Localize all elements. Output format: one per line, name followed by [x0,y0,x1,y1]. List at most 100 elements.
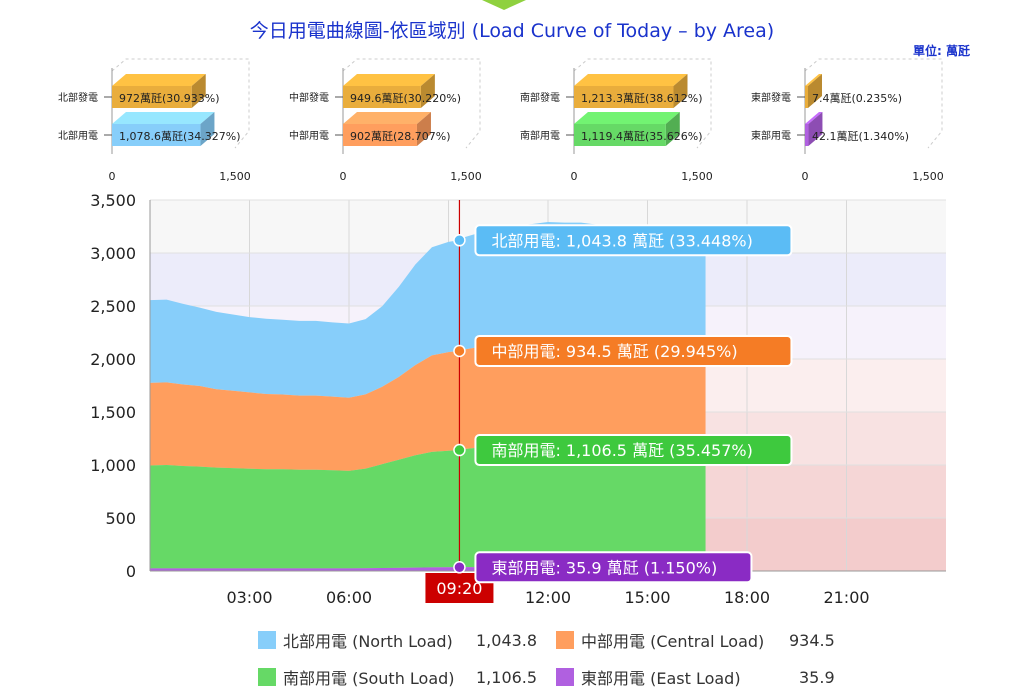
legend-value-central: 934.5 [789,631,835,650]
mini-bar-top [112,74,206,86]
y-tick-label: 0 [126,562,136,581]
mini-bar [574,86,674,108]
area-series-south [150,443,706,569]
tooltip-box-east [474,551,753,584]
cursor-point-north [453,234,466,247]
mini-chart-south: 南部發電 1,213.3萬瓩(38.612%) 南部用電 1,119.4萬瓩(35.6… [520,58,713,183]
mini-category-label: 東部發電 [751,91,791,104]
mini-category-label: 中部發電 [289,91,329,104]
tooltip-text-central: 中部用電: 934.5 萬瓩 (29.945%) [491,342,737,361]
legend-label-central: 中部用電 (Central Load) [581,632,765,651]
legend-label-east: 東部用電 (East Load) [581,669,741,688]
mini-bar [343,86,421,108]
mini-value-label: 902萬瓩(28.707%) [350,130,451,143]
legend-label-south: 南部用電 (South Load) [283,669,455,688]
mini-value-label: 972萬瓩(30.933%) [119,92,220,105]
mini-tick-label: 0 [340,170,347,183]
y-tick-label: 1,500 [90,403,136,422]
legend-item-central[interactable]: 中部用電 (Central Load) [556,629,764,651]
mini-bar-side [808,74,822,108]
cursor-point-east [453,561,466,574]
mini-tick-label: 1,500 [450,170,482,183]
mini-bar-top [343,74,435,86]
x-tick-label: 12:00 [525,588,571,607]
y-tick-label: 2,000 [90,350,136,369]
mini-tick-label: 0 [802,170,809,183]
mini-bar-side [420,74,435,108]
mini-bar [112,124,201,146]
x-tick-label: 15:00 [624,588,670,607]
mini-value-label: 42.1萬瓩(1.340%) [812,130,909,143]
y-tick-label: 2,500 [90,297,136,316]
mini-tick-label: 0 [571,170,578,183]
top-arrow-icon [482,0,526,10]
y-tick-label: 3,500 [90,191,136,210]
tooltip-text-north: 北部用電: 1,043.8 萬瓩 (33.448%) [491,231,752,250]
y-tick-label: 500 [105,509,136,528]
x-tick-label: 18:00 [724,588,770,607]
mini-category-label: 中部用電 [289,129,329,142]
mini-bar [805,86,808,108]
load-area-chart: 0 500 1,000 1,500 2,000 2,500 3,000 3,500 03:00 0… [90,191,946,607]
mini-bar-side [416,112,431,146]
mini-bar-top [805,74,822,86]
legend-label-north: 北部用電 (North Load) [283,632,453,651]
mini-tick-label: 1,500 [912,170,944,183]
mini-frame [111,58,250,149]
tooltip-box-south [474,434,793,467]
mini-chart-east: 東部發電 7.4萬瓩(0.235%) 東部用電 42.1萬瓩(1.340%) 0 1,50… [751,58,944,183]
legend-item-north[interactable]: 北部用電 (North Load) [258,629,453,651]
y-tick-label: 1,000 [90,456,136,475]
x-tick-label: 03:00 [226,588,272,607]
mini-tick-label: 1,500 [681,170,713,183]
mini-bar-top [112,112,215,124]
y-tick-label: 3,000 [90,244,136,263]
legend-item-south[interactable]: 南部用電 (South Load) [258,666,455,688]
mini-tick-label: 1,500 [219,170,251,183]
mini-frame [573,58,712,149]
mini-value-label: 949.6萬瓩(30.220%) [350,92,461,105]
mini-value-label: 1,119.4萬瓩(35.626%) [581,130,703,143]
legend-value-east: 35.9 [799,668,835,687]
tooltip-text-south: 南部用電: 1,106.5 萬瓩 (35.457%) [491,441,752,460]
mini-bar [574,124,666,146]
cursor-time-label: 09:20 [436,579,482,598]
mini-category-label: 北部用電 [58,129,98,142]
mini-category-label: 南部發電 [520,91,560,104]
legend-item-east[interactable]: 東部用電 (East Load) [556,666,741,688]
cursor-point-central [453,344,466,358]
mini-bar-top [805,112,823,124]
mini-bar-side [200,112,215,146]
mini-bar-top [574,112,680,124]
tooltip-box-north [474,224,793,257]
legend-value-north: 1,043.8 [476,631,538,650]
x-tick-label: 21:00 [823,588,869,607]
mini-tick-label: 0 [109,170,116,183]
mini-value-label: 1,213.3萬瓩(38.612%) [581,92,703,105]
mini-bar [343,124,417,146]
legend-swatch-south [258,668,276,686]
mini-bar-charts: 北部發電 972萬瓩(30.933%) 北部用電 1,078.6萬瓩(34.327%)… [58,58,944,183]
tooltip-text-east: 東部用電: 35.9 萬瓩 (1.150%) [491,558,717,577]
chart-title: 今日用電曲線圖-依區域別 (Load Curve of Today – by A… [249,20,775,42]
mini-bar-top [343,112,431,124]
mini-bar-side [191,74,206,108]
mini-chart-central: 中部發電 949.6萬瓩(30.220%) 中部用電 902萬瓩(28.707%) 0 1… [289,58,482,183]
mini-bar [805,124,809,146]
legend-swatch-east [556,668,574,686]
legend-value-south: 1,106.5 [476,668,538,687]
tooltip-box-central [474,334,793,367]
cursor-point-south [453,443,466,457]
legend-swatch-north [258,631,276,649]
mini-bar [112,86,192,108]
mini-category-label: 東部用電 [751,129,791,142]
mini-bar-side [673,74,688,108]
x-tick-label: 06:00 [326,588,372,607]
mini-bar-side [808,112,823,146]
mini-value-label: 7.4萬瓩(0.235%) [812,92,902,105]
unit-label: 單位: 萬瓩 [913,44,970,58]
mini-chart-north: 北部發電 972萬瓩(30.933%) 北部用電 1,078.6萬瓩(34.327%)… [58,58,251,183]
legend-swatch-central [556,631,574,649]
mini-frame [342,58,481,149]
mini-bar-top [574,74,688,86]
